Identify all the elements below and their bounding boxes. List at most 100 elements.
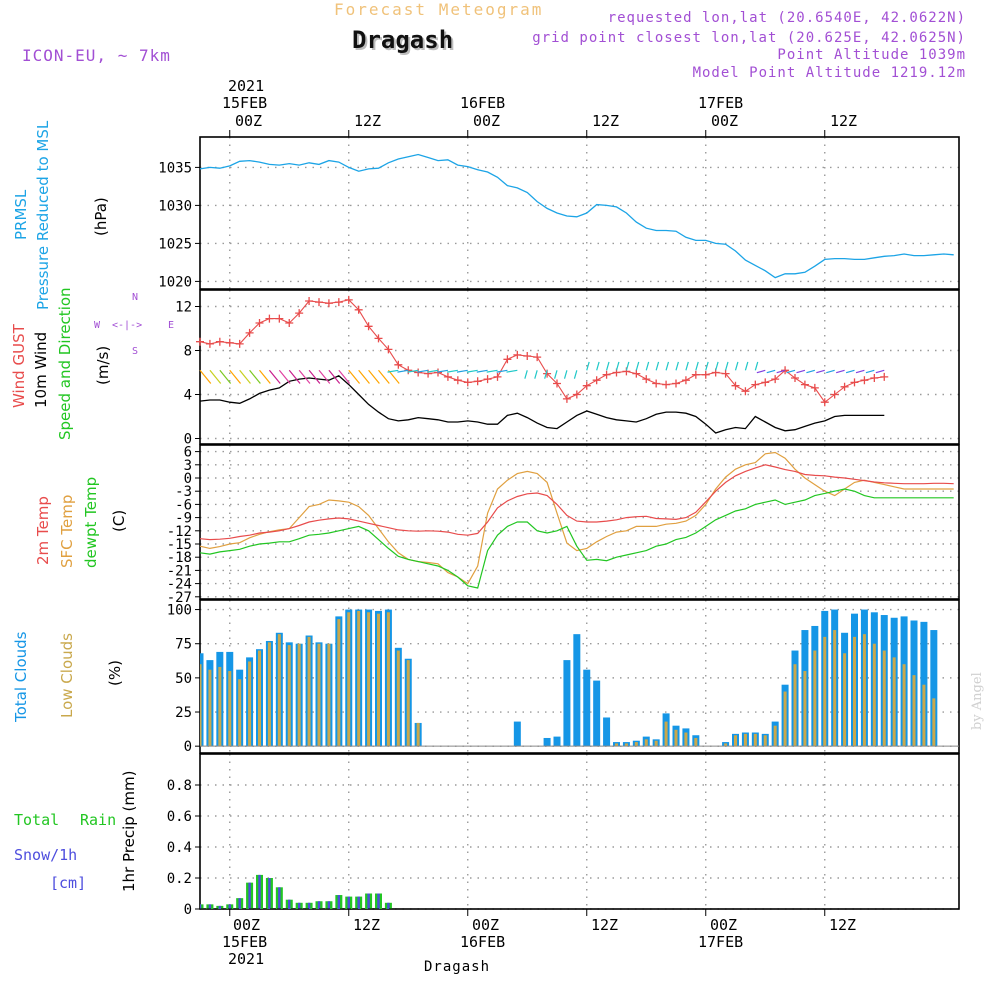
y-tick-label: 8 [184, 344, 192, 360]
total-cloud-bar [613, 742, 620, 747]
gust-marker [691, 370, 700, 379]
compass-w: W [94, 320, 101, 331]
panel-frame [199, 289, 960, 445]
t2m-label: 2m Temp [34, 496, 52, 565]
gust-marker [384, 345, 393, 354]
total-cloud-bar [394, 647, 402, 747]
total-cloud-bar [811, 625, 819, 747]
low-cloud-bar [317, 643, 321, 747]
total-cloud-bar [910, 620, 918, 747]
rain-bar [315, 901, 323, 909]
low-cloud-bar [267, 642, 271, 747]
bottom-tick-6: 12Z [829, 916, 857, 934]
wind-arrow [606, 361, 610, 371]
wind-arrow [766, 369, 776, 374]
low-cloud-bar [654, 740, 658, 747]
y-tick-label: -24 [167, 577, 192, 593]
gust-marker [562, 394, 571, 403]
total-cloud-bar [384, 609, 392, 747]
legend-rain: Rain [80, 811, 117, 829]
top-date-2: 16FEB [460, 94, 506, 112]
total-cloud-bar [622, 742, 630, 747]
total-cloud-bar [265, 640, 273, 747]
gust-marker [265, 314, 274, 323]
top-tick-4: 12Z [592, 112, 620, 130]
gust-marker [820, 398, 829, 407]
total-cloud-bar [583, 669, 591, 747]
total-cloud-bar [672, 725, 680, 747]
point-altitude: Point Altitude 1039m [777, 47, 966, 63]
y-tick-label: 25 [175, 705, 192, 721]
low-cloud-bar [674, 729, 678, 747]
gust-marker [592, 376, 601, 385]
wind-arrow [685, 361, 689, 371]
total-cloud-bar [404, 658, 412, 747]
pressure-desc-label: Pressure Reduced to MSL [34, 120, 52, 310]
total-cloud-bar [652, 739, 660, 747]
temp-unit: (C) [110, 509, 128, 532]
gust-marker [324, 299, 333, 308]
wind-arrow [524, 370, 528, 379]
snow-bar [367, 893, 370, 909]
gust-marker [860, 376, 869, 385]
gust-marker [543, 369, 552, 378]
y-tick-label: 0 [184, 432, 192, 448]
rain-bar [246, 882, 254, 909]
y-tick-label: 0 [184, 902, 192, 918]
total-cloud-bar [200, 653, 204, 747]
legend-total: Total [14, 811, 60, 829]
gust-marker [582, 381, 591, 390]
gust-marker [810, 383, 819, 392]
low-cloud-bar [793, 664, 797, 747]
wind-arrow [486, 369, 498, 373]
gust-marker [443, 372, 452, 381]
gust-marker [503, 355, 512, 364]
total-cloud-bar [236, 669, 244, 747]
gust-marker [225, 338, 234, 347]
top-tick-2: 12Z [354, 112, 382, 130]
wind-arrow [298, 369, 311, 384]
total-cloud-bar [751, 732, 759, 747]
gust-marker [602, 370, 611, 379]
total-cloud-bar [295, 643, 303, 747]
wind-arrow [573, 370, 578, 379]
y-tick-label: 0.6 [167, 809, 192, 825]
low-clouds-label: Low Clouds [58, 633, 76, 718]
gust-marker [255, 319, 264, 327]
wind-arrow [358, 369, 370, 384]
total-cloud-bar [642, 736, 650, 747]
total-cloud-bar [771, 721, 779, 747]
y-tick-label: -27 [167, 590, 192, 606]
total-cloud-bar [920, 621, 928, 747]
wind-arrow [675, 361, 679, 371]
bottom-year: 2021 [228, 950, 265, 968]
low-cloud-bar [248, 661, 252, 747]
low-cloud-bar [743, 733, 747, 747]
y-tick-label: -12 [167, 524, 192, 540]
snow-bar [268, 878, 271, 909]
gust-marker [622, 367, 631, 376]
gust-marker [771, 375, 780, 384]
total-cloud-bar [632, 740, 640, 747]
low-cloud-bar [624, 743, 628, 747]
wind-arrow [397, 369, 409, 373]
low-cloud-bar [843, 653, 847, 747]
total-cloud-bar [761, 733, 769, 747]
total-cloud-bar [206, 660, 214, 747]
low-cloud-bar [724, 743, 728, 747]
compass-arrow: <-|-> [112, 320, 143, 331]
footer-location: Dragash [424, 959, 491, 975]
total-cloud-bar [305, 635, 313, 747]
low-cloud-bar [694, 737, 698, 747]
snow-bar [357, 896, 360, 909]
total-cloud-bar [603, 717, 611, 747]
low-cloud-bar [634, 742, 638, 747]
gust-marker [681, 376, 690, 385]
low-cloud-bar [238, 679, 242, 747]
bottom-tick-3: 00Z [472, 916, 500, 934]
total-cloud-bar [593, 680, 601, 747]
wind-arrow [249, 369, 261, 384]
low-cloud-bar [922, 684, 926, 747]
gust-line [199, 299, 885, 403]
rain-bar [256, 874, 263, 909]
